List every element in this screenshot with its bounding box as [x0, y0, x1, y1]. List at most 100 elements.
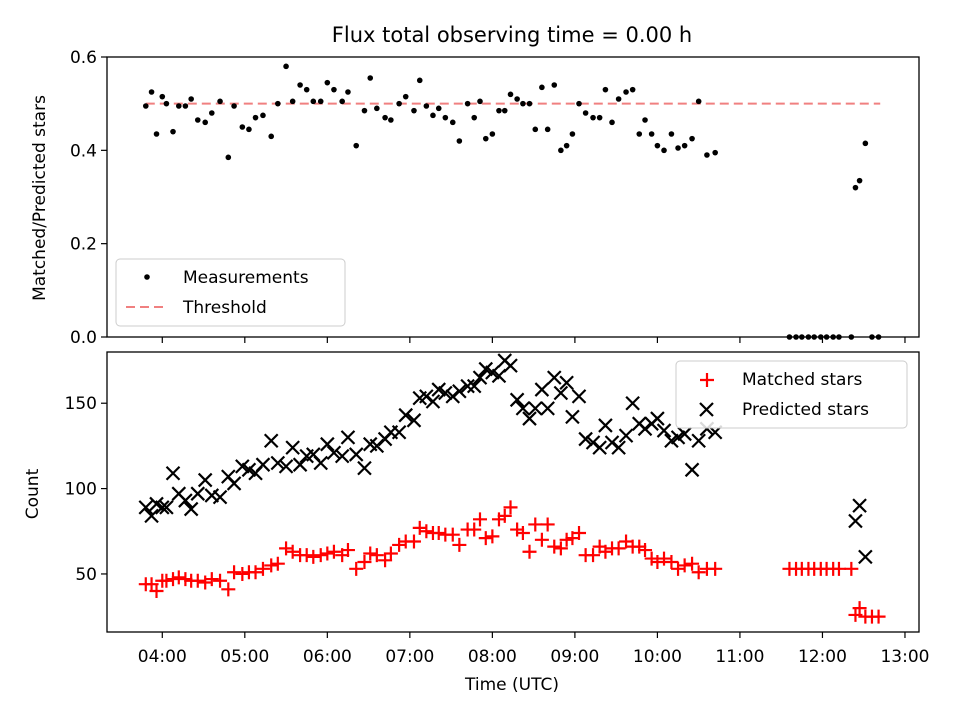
predicted-star-point — [565, 409, 580, 425]
matched-star-point — [363, 546, 378, 561]
measurement-point — [188, 96, 194, 102]
top-y-axis-ticks: 0.0 0.2 0.4 0.6 — [70, 48, 107, 348]
predicted-star-point — [438, 385, 453, 401]
x-tick-label: 08:00 — [468, 647, 517, 667]
predicted-star-point — [571, 389, 587, 404]
measurement-point — [544, 126, 551, 133]
measurement-point — [681, 142, 688, 149]
predicted-legend-marker — [699, 402, 714, 417]
x-tick-label: 13:00 — [880, 647, 929, 667]
predicted-star-point — [178, 493, 193, 508]
predicted-star-point — [292, 457, 308, 472]
x-axis-label: Time (UTC) — [464, 675, 559, 695]
matched-star-point — [522, 544, 537, 559]
top-y-tick-label: 0.0 — [70, 328, 97, 348]
matched-star-point — [255, 561, 270, 576]
measurement-point — [862, 140, 869, 147]
predicted-star-point — [540, 401, 555, 416]
predicted-star-point — [340, 430, 356, 445]
predicted-star-point — [491, 368, 507, 384]
matched-star-point — [547, 539, 562, 554]
measurement-point — [324, 79, 331, 86]
bottom-legend: Matched stars Predicted stars — [675, 360, 908, 429]
predicted-star-point — [285, 440, 300, 455]
measurement-point — [142, 103, 149, 109]
measurements-legend-label: Measurements — [183, 268, 309, 288]
measurement-point — [303, 86, 310, 93]
matched-star-point — [369, 548, 384, 563]
predicted-star-point — [255, 457, 271, 472]
measurement-point — [449, 119, 456, 126]
measurement-point — [396, 100, 402, 107]
measurement-point — [464, 100, 471, 107]
measurements-legend-marker — [144, 274, 150, 280]
measurement-point — [283, 63, 289, 70]
measurement-point — [442, 114, 449, 121]
predicted-legend-label: Predicted stars — [742, 400, 869, 420]
matched-star-point — [528, 517, 543, 532]
matched-star-point — [677, 558, 692, 573]
matched-star-point — [831, 561, 846, 576]
predicted-star-point — [656, 423, 672, 438]
matched-star-point — [313, 548, 328, 563]
measurement-point — [642, 117, 648, 123]
matched-star-point — [467, 522, 482, 537]
bottom-y-axis-label: Count — [23, 468, 43, 519]
measurement-point — [423, 103, 430, 109]
measurement-point — [182, 103, 189, 109]
measurement-point — [852, 184, 859, 191]
predicted-star-point — [858, 549, 873, 565]
measurement-point — [648, 131, 655, 137]
measurement-point — [194, 117, 201, 123]
predicted-star-point — [406, 413, 422, 428]
measurement-point — [615, 96, 622, 102]
measurement-point — [268, 133, 275, 140]
matched-star-point — [412, 520, 427, 535]
measurement-point — [661, 147, 667, 154]
measurement-point — [596, 114, 603, 121]
measurement-point — [569, 131, 576, 137]
predicted-star-point — [357, 460, 372, 476]
bottom-y-tick-label: 150 — [65, 394, 97, 414]
matched-star-point — [320, 546, 335, 561]
matched-star-point — [392, 537, 407, 552]
measurement-point — [159, 93, 166, 100]
matched-star-point — [534, 532, 549, 547]
predicted-star-point — [144, 508, 159, 524]
x-tick-label: 09:00 — [550, 647, 599, 667]
bottom-y-tick-label: 100 — [65, 480, 97, 500]
predicted-star-point — [677, 426, 692, 442]
bottom-y-tick-label: 50 — [75, 565, 97, 585]
bottom-legend-box — [675, 360, 908, 429]
matched-star-point — [452, 537, 467, 552]
measurement-point — [501, 107, 508, 114]
matched-legend-marker — [700, 373, 714, 387]
predicted-star-point — [313, 455, 329, 471]
threshold-legend-label: Threshold — [182, 298, 267, 318]
predicted-star-point — [348, 447, 364, 462]
x-tick-label: 04:00 — [138, 647, 187, 667]
predicted-star-point — [592, 440, 607, 455]
measurement-point — [260, 112, 266, 119]
measurement-point — [456, 138, 463, 144]
measurement-point — [695, 98, 702, 105]
measurement-point — [471, 114, 478, 121]
measurement-point — [602, 86, 609, 93]
predicted-star-point — [398, 407, 414, 423]
predicted-star-point — [226, 476, 242, 491]
matched-star-point — [650, 555, 665, 569]
predicted-star-point — [528, 401, 543, 416]
predicted-star-point — [546, 370, 562, 385]
matched-star-point — [611, 541, 626, 556]
measurement-point — [209, 110, 215, 116]
matched-star-point — [248, 565, 263, 580]
measurement-point — [582, 110, 589, 116]
predicted-star-point — [509, 392, 525, 408]
matched-star-point — [383, 546, 398, 561]
matched-star-point — [485, 529, 500, 544]
measurement-point — [430, 112, 436, 119]
measurement-point — [609, 119, 615, 126]
predicted-star-point — [553, 385, 569, 401]
matched-star-point — [632, 539, 647, 554]
x-tick-label: 12:00 — [798, 647, 847, 667]
